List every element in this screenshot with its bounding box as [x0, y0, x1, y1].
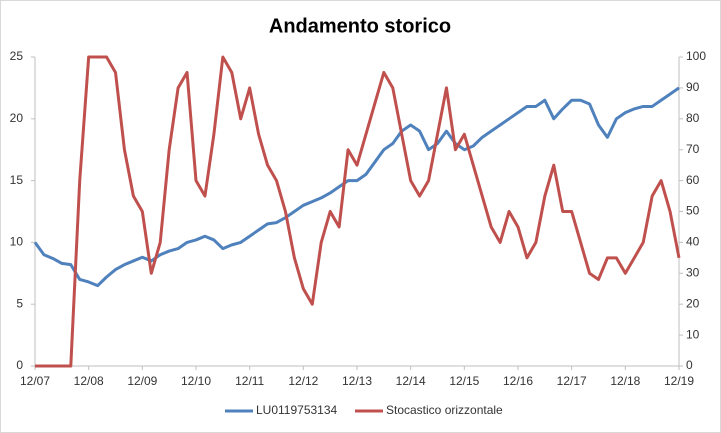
y2-tick-label: 30 [686, 265, 700, 279]
y2-tick-label: 70 [686, 142, 700, 156]
chart-title: Andamento storico [269, 15, 451, 37]
x-tick-label: 12/16 [503, 374, 533, 388]
y-tick-label: 0 [16, 358, 23, 372]
y2-tick-label: 40 [686, 235, 700, 249]
series-line [33, 86, 680, 288]
x-tick-label: 12/13 [342, 374, 372, 388]
x-tick-label: 12/19 [664, 374, 694, 388]
x-tick-label: 12/15 [449, 374, 479, 388]
y-tick-label: 15 [10, 173, 24, 187]
y-tick-label: 10 [10, 235, 24, 249]
x-tick-label: 12/14 [396, 374, 426, 388]
y2-tick-label: 10 [686, 327, 700, 341]
x-tick-label: 12/11 [235, 374, 264, 388]
x-tick-label: 12/08 [74, 374, 104, 388]
y2-tick-label: 90 [686, 80, 700, 94]
x-tick-label: 12/07 [20, 374, 50, 388]
y-tick-label: 25 [10, 49, 24, 63]
y-tick-label: 5 [16, 296, 23, 310]
x-tick-label: 12/12 [288, 374, 318, 388]
legend-label: Stocastico orizzontale [386, 403, 503, 417]
x-tick-label: 12/17 [557, 374, 587, 388]
legend-label: LU0119753134 [256, 403, 338, 417]
y-tick-label: 20 [10, 111, 24, 125]
y2-tick-label: 100 [686, 49, 706, 63]
y2-tick-label: 0 [686, 358, 693, 372]
y2-tick-label: 50 [686, 204, 700, 218]
x-tick-label: 12/18 [610, 374, 640, 388]
y2-tick-label: 80 [686, 111, 700, 125]
y2-tick-label: 60 [686, 173, 700, 187]
series-line [35, 55, 681, 368]
x-tick-label: 12/09 [127, 374, 157, 388]
y2-tick-label: 20 [686, 296, 700, 310]
x-tick-label: 12/10 [181, 374, 211, 388]
